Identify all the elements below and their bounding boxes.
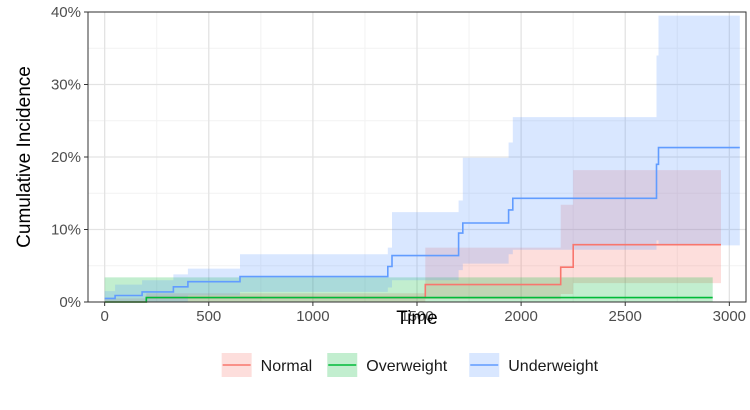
y-tick-label: 20% [51, 149, 81, 166]
x-tick-label: 3000 [713, 308, 746, 325]
x-tick-label: 0 [100, 308, 108, 325]
y-axis-ticks: 0% 10% 20% 30% 40% [51, 4, 88, 311]
x-axis-ticks: 0 500 1000 1500 2000 2500 3000 [100, 302, 746, 325]
x-tick-label: 1000 [296, 308, 329, 325]
x-tick-label: 500 [196, 308, 221, 325]
legend-label: Underweight [508, 358, 598, 375]
x-tick-label: 2000 [504, 308, 537, 325]
legend-label: Overweight [366, 358, 447, 375]
legend-item-normal: Normal [221, 353, 313, 377]
underweight-incidence-line [104, 146, 740, 300]
y-tick-label: 30% [51, 77, 81, 94]
legend-label: Normal [261, 358, 313, 375]
normal-confidence-band [104, 170, 721, 302]
y-axis-title: Cumulative Incidence [14, 66, 35, 248]
legend: Normal Overweight Underweight [221, 353, 599, 377]
y-tick-label: 10% [51, 222, 81, 239]
legend-item-underweight: Underweight [469, 353, 599, 377]
y-tick-label: 0% [59, 294, 81, 311]
x-axis-title: Time [396, 308, 438, 329]
x-tick-label: 2500 [609, 308, 642, 325]
legend-item-overweight: Overweight [327, 353, 448, 377]
y-tick-label: 40% [51, 4, 81, 21]
underweight-confidence-band [104, 15, 740, 302]
x-tick-label: 1500 [400, 308, 433, 325]
